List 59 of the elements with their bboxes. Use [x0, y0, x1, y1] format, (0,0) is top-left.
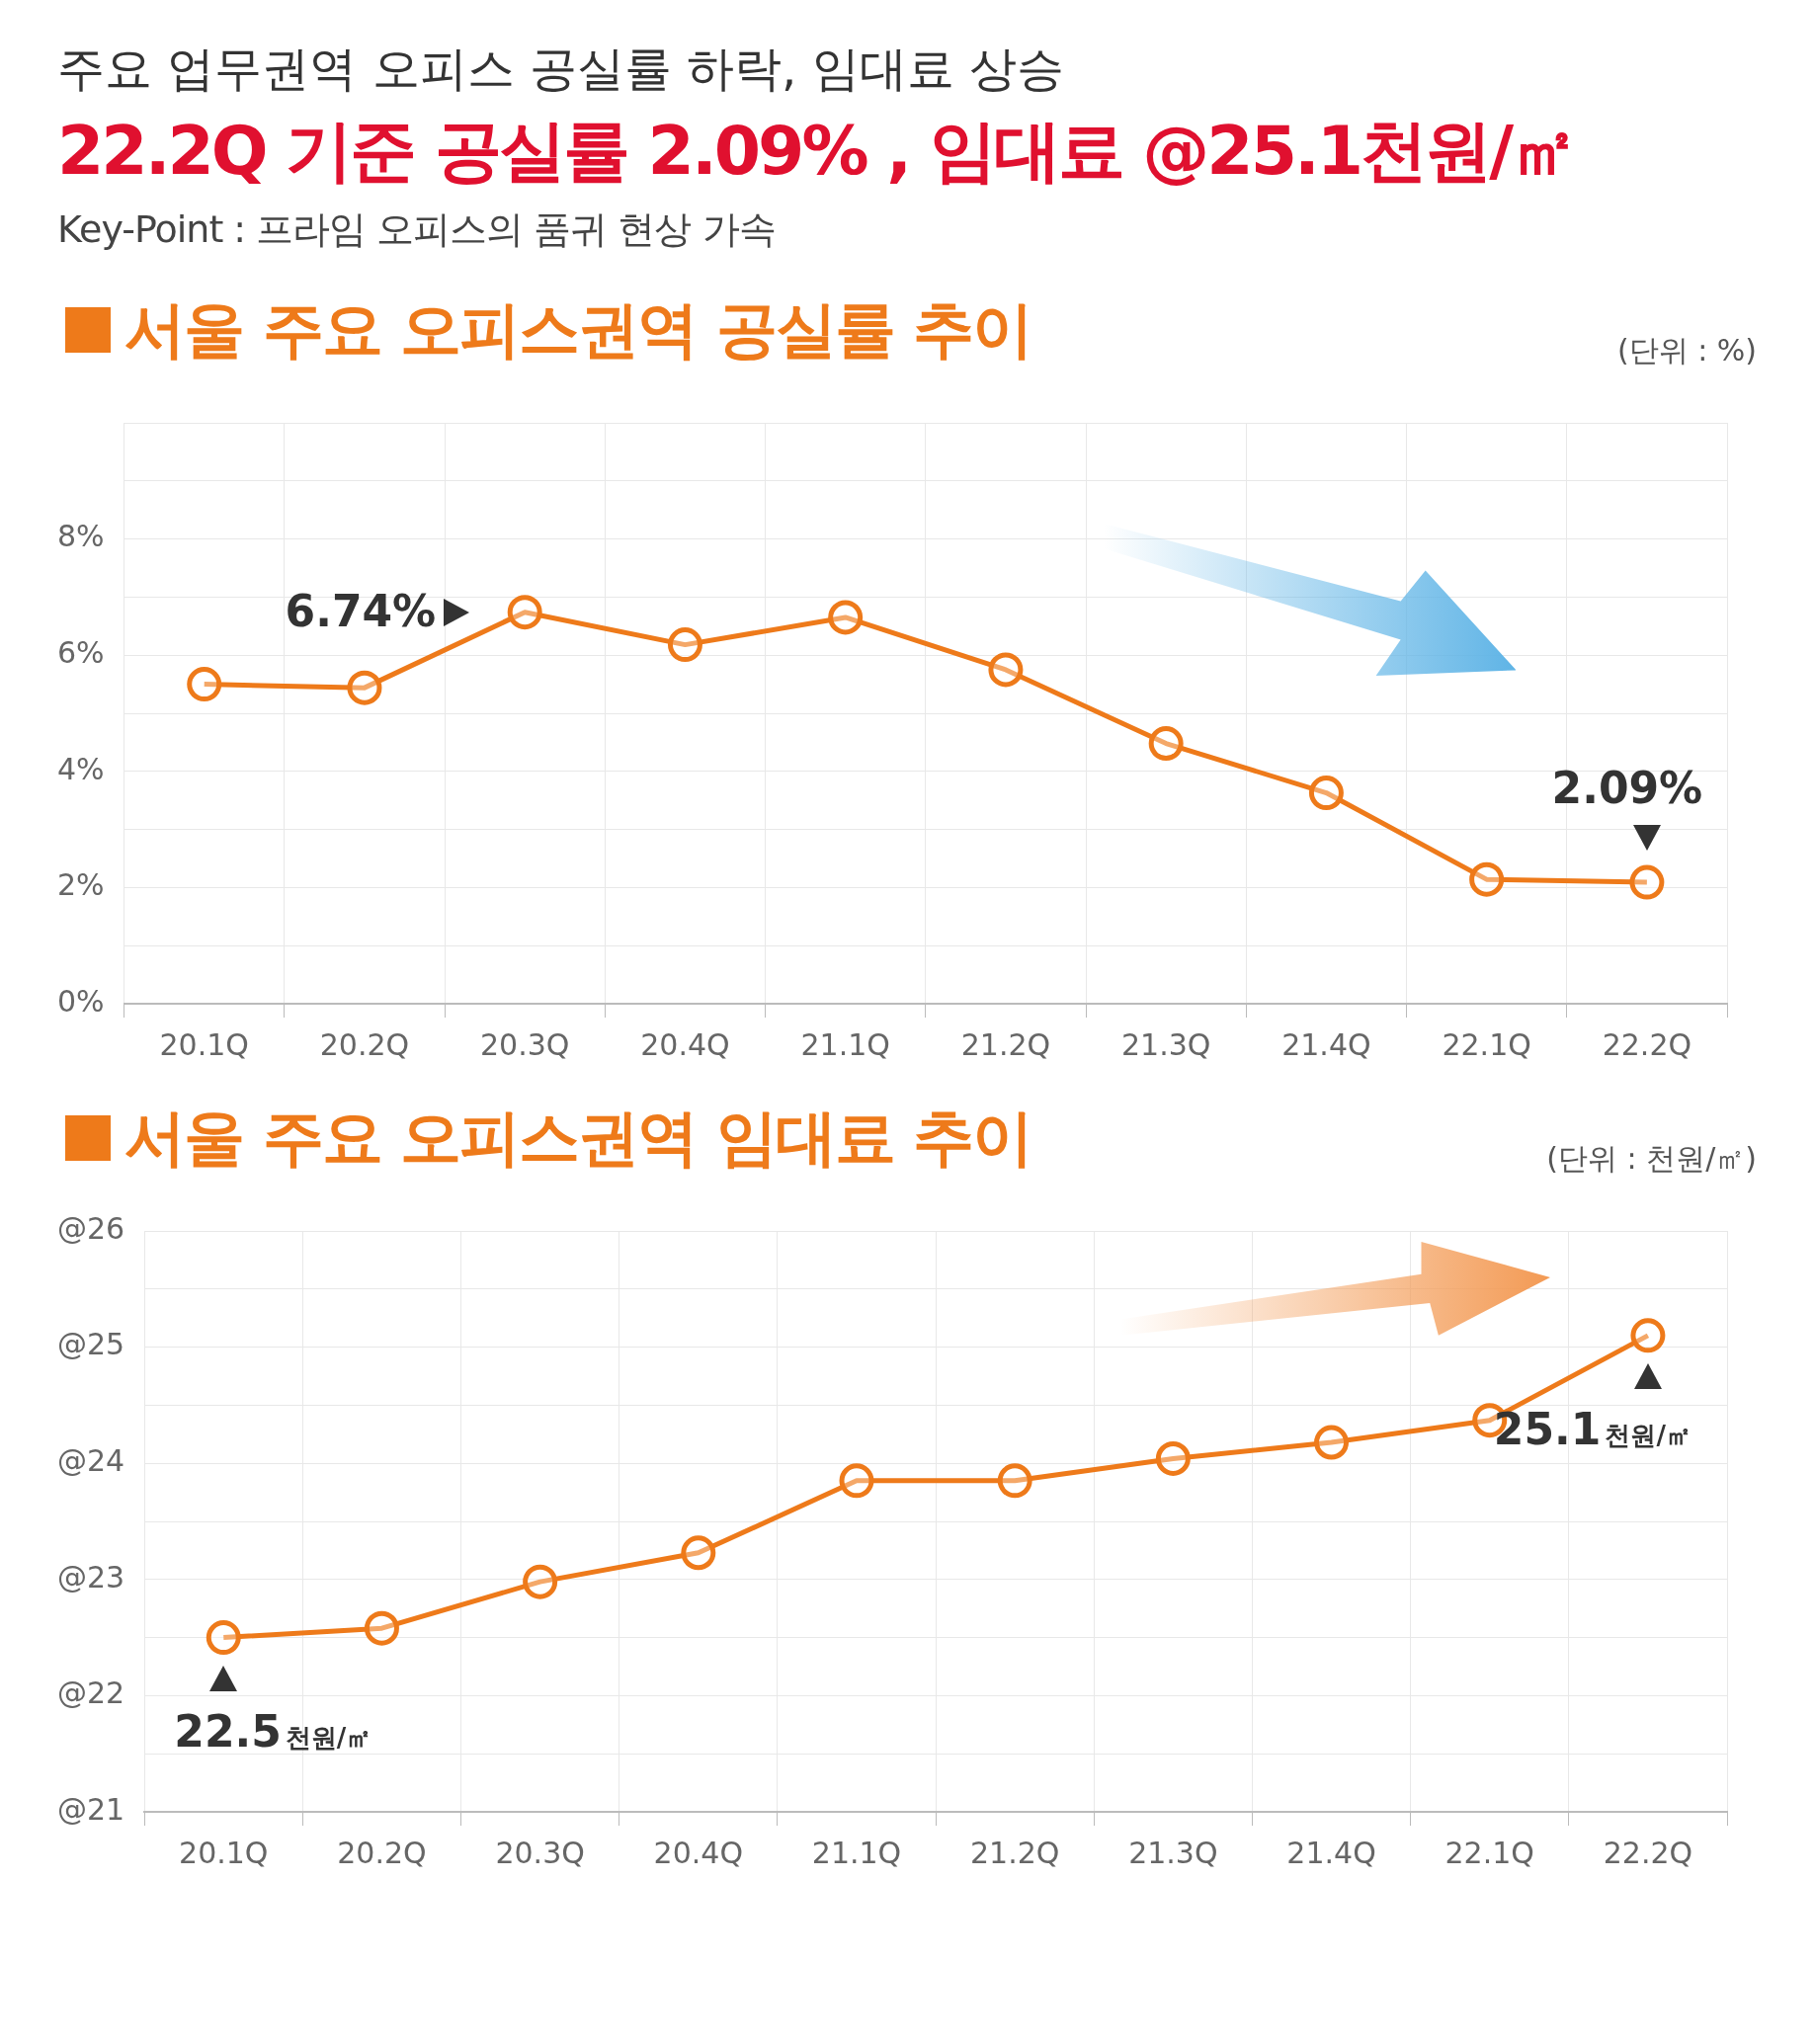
y-tick-label: 2% [57, 867, 105, 903]
y-tick-label: @23 [56, 1559, 125, 1594]
x-tick-label: 22.2Q [1603, 1835, 1693, 1870]
x-tick-label: 21.4Q [1281, 1026, 1371, 1062]
point [206, 1620, 241, 1656]
y-tick-label: 0% [57, 983, 105, 1019]
point [828, 600, 864, 635]
point [839, 1463, 874, 1499]
x-tick-label: 20.3Q [495, 1835, 585, 1870]
x-tick-label: 21.3Q [1120, 1026, 1211, 1062]
x-tick-label: 21.4Q [1286, 1835, 1376, 1870]
point [667, 627, 702, 663]
chart-title: 서울 주요 오피스권역 임대료 추이 [124, 1101, 1032, 1176]
y-tick-label: @22 [56, 1676, 125, 1711]
y-tick-label: @24 [56, 1443, 125, 1478]
point [1148, 726, 1184, 762]
point [1314, 1425, 1350, 1460]
point [1629, 864, 1665, 900]
x-tick-label: 21.3Q [1128, 1835, 1218, 1870]
point [507, 595, 542, 630]
x-tick-label: 21.2Q [960, 1026, 1051, 1062]
point [1469, 861, 1505, 897]
point [1308, 776, 1344, 811]
y-axis-title: (단위 : 천원/㎡) [1546, 1140, 1757, 1178]
x-tick-label: 21.1Q [800, 1026, 890, 1062]
point [1630, 1318, 1666, 1353]
x-tick-label: 20.4Q [640, 1026, 730, 1062]
x-tick-label: 20.3Q [479, 1026, 570, 1062]
text: 22.2Q 기준 공실률 2.09% , 임대료 @25.1천원/㎡ [57, 111, 1576, 192]
point [347, 670, 382, 705]
point [997, 1463, 1032, 1499]
x-tick-label: 22.1Q [1442, 1026, 1531, 1062]
x-tick-label: 22.1Q [1444, 1835, 1534, 1870]
text: 주요 업무권역 오피스 공실률 하락, 임대료 상승 [57, 40, 1065, 98]
x-tick-label: 20.1Q [179, 1835, 269, 1870]
x-tick-label: 22.2Q [1602, 1026, 1692, 1062]
point [988, 652, 1024, 688]
data-label: 6.74% [285, 585, 437, 636]
x-tick-label: 20.1Q [159, 1026, 249, 1062]
x-tick-label: 20.2Q [319, 1026, 410, 1062]
x-tick-label: 20.4Q [653, 1835, 744, 1870]
point [1155, 1441, 1191, 1476]
chart-title: 서울 주요 오피스권역 공실률 추이 [124, 292, 1032, 368]
point [523, 1564, 558, 1599]
x-tick-label: 21.1Q [811, 1835, 902, 1870]
point [364, 1610, 399, 1646]
point [681, 1535, 716, 1571]
x-tick-label: 21.2Q [969, 1835, 1060, 1870]
y-tick-label: @25 [56, 1327, 125, 1362]
y-axis-title: (단위 : %) [1616, 332, 1757, 369]
text: Key-Point : 프라임 오피스의 품귀 현상 가속 [57, 206, 777, 253]
point [187, 667, 222, 702]
data-label: 2.09% [1551, 763, 1703, 814]
y-tick-label: 8% [57, 519, 105, 554]
y-tick-label: @21 [56, 1791, 125, 1827]
y-tick-label: 4% [57, 751, 105, 786]
y-tick-label: @26 [56, 1210, 125, 1246]
y-tick-label: 6% [57, 635, 105, 670]
x-tick-label: 20.2Q [337, 1835, 427, 1870]
